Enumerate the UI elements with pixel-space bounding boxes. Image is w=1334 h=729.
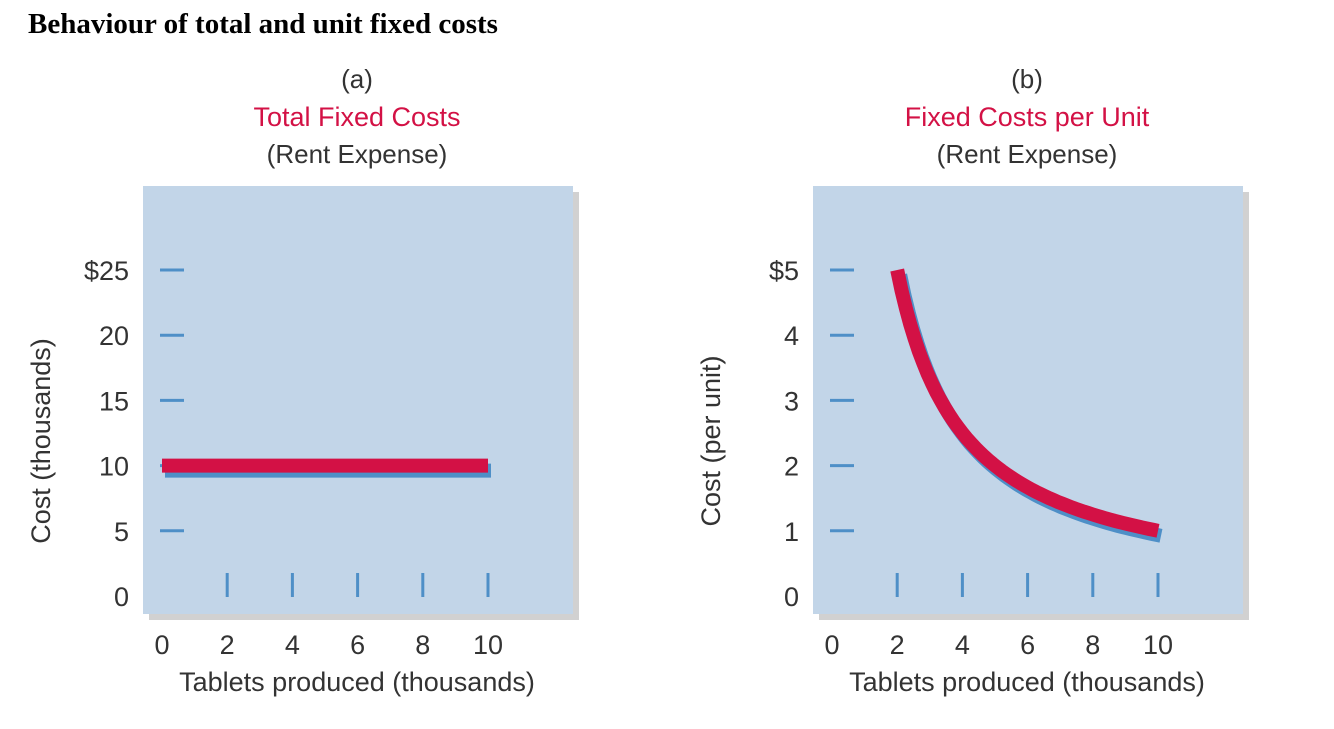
- chart-title: Fixed Costs per Unit: [905, 102, 1150, 132]
- series-line: [890, 268, 1160, 538]
- panel-letter: (a): [341, 64, 373, 94]
- x-tick-label: 0: [824, 630, 839, 660]
- y-tick-label: $25: [84, 256, 129, 286]
- y-tick-label: 0: [784, 582, 799, 612]
- y-tick-label: 15: [99, 386, 129, 416]
- y-tick-label: 5: [114, 517, 129, 547]
- y-tick-label: 3: [784, 386, 799, 416]
- x-tick-label: 6: [1020, 630, 1035, 660]
- y-tick-label: 1: [784, 517, 799, 547]
- x-axis-label: Tablets produced (thousands): [179, 667, 535, 697]
- plot-panel: [813, 186, 1243, 614]
- x-tick-label: 4: [955, 630, 970, 660]
- x-tick-label: 2: [220, 630, 235, 660]
- chart-subtitle: (Rent Expense): [937, 139, 1118, 169]
- y-tick-label: 20: [99, 321, 129, 351]
- plot-panel: [143, 186, 573, 614]
- y-tick-label: 4: [784, 321, 799, 351]
- x-tick-label: 8: [1085, 630, 1100, 660]
- chart-title: Total Fixed Costs: [253, 102, 460, 132]
- y-tick-label: 0: [114, 582, 129, 612]
- x-tick-label: 0: [154, 630, 169, 660]
- y-tick-label: $5: [769, 256, 799, 286]
- x-tick-label: 8: [415, 630, 430, 660]
- x-tick-label: 2: [890, 630, 905, 660]
- chart-subtitle: (Rent Expense): [267, 139, 448, 169]
- chart-total-fixed-costs: (a) Total Fixed Costs (Rent Expense) 0 5 10 15…: [26, 64, 579, 697]
- y-tick-label: 2: [784, 452, 799, 482]
- x-axis-label: Tablets produced (thousands): [849, 667, 1205, 697]
- page-title: Behaviour of total and unit fixed costs: [28, 8, 498, 40]
- x-tick-label: 6: [350, 630, 365, 660]
- x-tick-label: 10: [1143, 630, 1173, 660]
- x-tick-label: 4: [285, 630, 300, 660]
- panel-letter: (b): [1011, 64, 1043, 94]
- y-tick-label: 10: [99, 452, 129, 482]
- y-axis-label: Cost (thousands): [26, 338, 56, 544]
- y-axis-label: Cost (per unit): [696, 355, 726, 526]
- chart-fixed-costs-per-unit: (b) Fixed Costs per Unit (Rent Expense) 0 1 2…: [696, 64, 1249, 697]
- x-tick-label: 10: [473, 630, 503, 660]
